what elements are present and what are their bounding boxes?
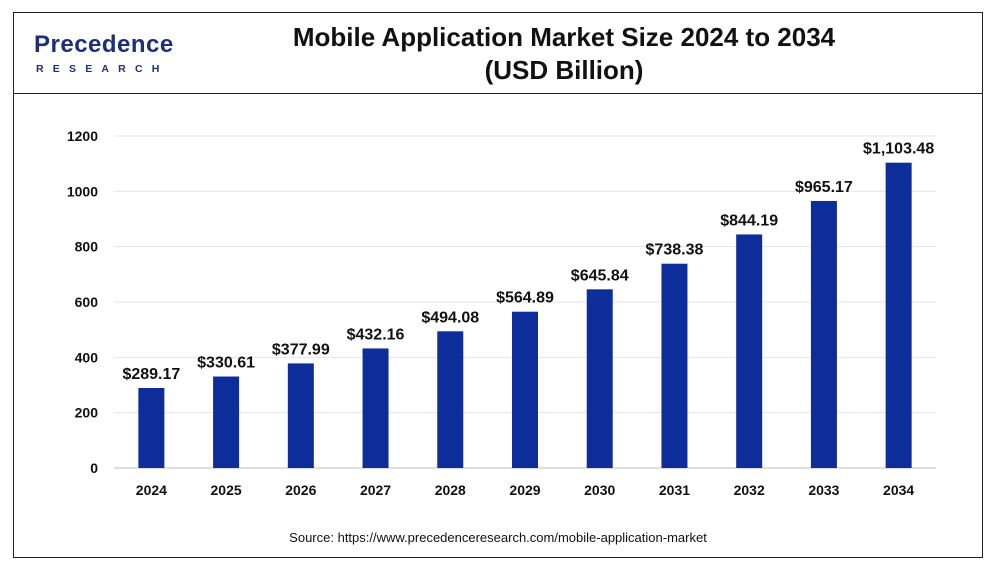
data-label: $564.89	[496, 290, 554, 307]
chart-header: Precedence RESEARCH Mobile Application M…	[14, 13, 982, 94]
y-tick-label: 200	[75, 405, 99, 421]
data-label: $289.17	[122, 366, 180, 383]
bar	[287, 363, 314, 468]
source-note: Source: https://www.precedenceresearch.c…	[289, 530, 707, 545]
x-tick-label: 2027	[360, 482, 391, 498]
y-tick-label: 1200	[67, 128, 98, 144]
bar	[512, 311, 538, 468]
chart-frame: Precedence RESEARCH Mobile Application M…	[13, 12, 983, 558]
brand-name: Precedence	[34, 31, 174, 58]
bar	[586, 289, 613, 468]
y-tick-label: 600	[75, 294, 99, 310]
data-label: $844.19	[720, 212, 778, 229]
bar	[810, 200, 837, 468]
bar	[736, 234, 763, 468]
bar	[138, 387, 165, 468]
y-tick-label: 800	[75, 239, 99, 255]
data-label: $965.17	[795, 179, 853, 196]
x-tick-label: 2033	[808, 482, 839, 498]
x-tick-label: 2029	[509, 482, 540, 498]
bar	[885, 162, 912, 469]
bar	[362, 348, 389, 468]
data-label: $645.84	[571, 267, 629, 284]
chart-title-line1: Mobile Application Market Size 2024 to 2…	[292, 22, 836, 52]
x-tick-label: 2031	[659, 482, 690, 498]
data-label: $494.08	[421, 309, 479, 326]
bar	[437, 331, 464, 468]
bar	[213, 376, 240, 468]
x-tick-label: 2034	[883, 482, 914, 498]
data-label: $738.38	[646, 242, 704, 259]
data-label: $377.99	[272, 341, 330, 358]
brand-logo: Precedence RESEARCH	[30, 27, 180, 83]
x-tick-label: 2024	[136, 482, 167, 498]
y-tick-label: 0	[90, 460, 98, 476]
x-tick-label: 2028	[435, 482, 466, 498]
data-label: $432.16	[347, 326, 405, 343]
bar-chart: 0 200 400 600 800 1000 1200 $289.17 2024 $330.61 2…	[67, 128, 936, 498]
y-tick-label: 1000	[67, 183, 98, 199]
data-label: $1,103.48	[863, 141, 934, 158]
chart-title: Mobile Application Market Size 2024 to 2…	[214, 21, 914, 87]
bar	[661, 263, 688, 468]
x-tick-label: 2025	[211, 482, 242, 498]
data-label: $330.61	[197, 355, 255, 372]
x-tick-label: 2026	[285, 482, 316, 498]
brand-sub: RESEARCH	[36, 63, 169, 75]
x-tick-label: 2032	[734, 482, 765, 498]
chart-title-line2: (USD Billion)	[484, 55, 644, 85]
x-tick-label: 2030	[584, 482, 615, 498]
y-tick-label: 400	[75, 349, 99, 365]
